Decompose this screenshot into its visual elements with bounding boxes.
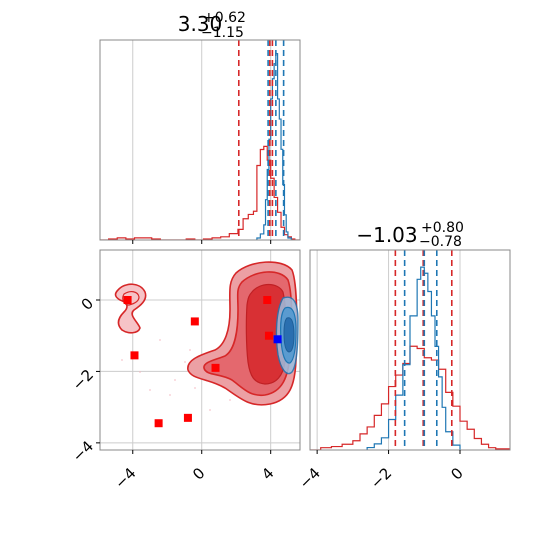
grid-lines (132, 40, 272, 240)
x-tick-label: −2 (367, 464, 395, 492)
title-bottom-right: −1.03 (356, 223, 417, 247)
x-tick-label: −4 (296, 464, 324, 492)
panel-top-left-histogram: 3.30 +0.62 −1.15 (99, 10, 301, 244)
x-tick-label: −4 (111, 464, 139, 492)
markers (123, 296, 282, 428)
quantile-lines (394, 250, 453, 450)
red-marker (190, 317, 199, 326)
blue-marker (273, 335, 282, 344)
title-upper-error: +0.62 (203, 10, 246, 26)
title-value: −1.03 (356, 223, 417, 247)
quantile-lines (237, 40, 285, 240)
x-tick-label: 4 (258, 464, 277, 483)
blue-histogram (256, 52, 292, 240)
title-lower-error: −0.78 (419, 234, 462, 250)
red-marker (154, 419, 163, 428)
red-marker (183, 413, 192, 422)
title-upper-error: +0.80 (421, 220, 464, 236)
panel-bottom-left-contour: −4 0 4 0 −2 −4 (69, 249, 301, 492)
red-histogram (310, 345, 510, 450)
contours (114, 261, 299, 428)
blue-histogram (366, 266, 461, 450)
blue-contour-inner (283, 317, 295, 353)
red-marker (263, 296, 272, 304)
y-tick-label: −4 (69, 437, 97, 465)
title-lower-error: −1.15 (201, 25, 244, 41)
x-tick-label: 0 (447, 464, 466, 483)
panel-bottom-right-histogram: −4 −2 0 −1.03 +0.80 −0.78 (296, 220, 511, 492)
x-tick-label: 0 (189, 464, 208, 483)
red-histogram (100, 145, 300, 240)
histograms (100, 52, 300, 240)
red-marker (264, 331, 273, 340)
y-tick-label: −2 (69, 366, 97, 394)
red-marker (130, 351, 139, 360)
y-tick-label: 0 (78, 294, 97, 313)
red-marker (211, 363, 220, 372)
red-marker (123, 296, 132, 304)
histograms (310, 266, 510, 450)
red-contour-island-inner (122, 291, 140, 306)
title-value: 3.30 (178, 12, 223, 36)
panel-frame (99, 39, 301, 241)
panel-frame (99, 249, 301, 451)
title-top-left: 3.30 (178, 12, 223, 36)
x-ticks (132, 240, 272, 244)
x-ticks: −4 −2 0 (296, 450, 467, 492)
panel-frame (309, 249, 511, 451)
